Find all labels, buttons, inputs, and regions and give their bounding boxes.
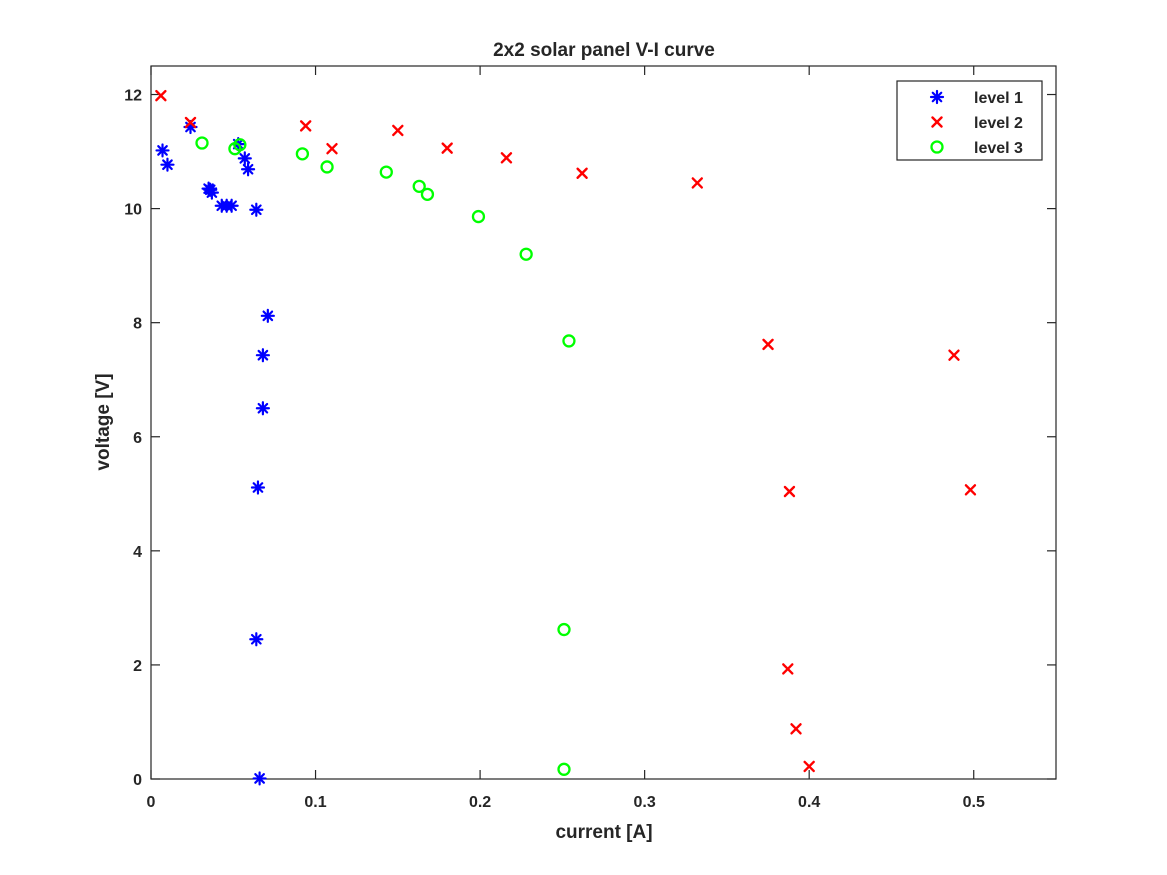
data-point-level-2 [392,124,404,137]
x-tick-label: 0 [147,794,156,811]
data-point-level-3 [557,762,571,776]
data-point-level-1 [160,157,175,172]
x-tick-label: 0.3 [634,794,656,811]
y-axis-label: voltage [V] [93,373,114,470]
data-point-level-2 [299,120,312,132]
data-point-level-3 [562,334,576,348]
data-point-level-1 [252,771,267,786]
data-point-level-2 [576,167,588,179]
axis-ticks: 0 0.1 0.2 0.3 0.4 0.5 0 2 4 6 8 10 12 [124,66,1056,811]
x-tick-label: 0.2 [469,794,491,811]
data-point-level-2 [803,760,815,773]
data-point-level-2 [762,338,774,351]
y-tick-label: 10 [124,202,142,219]
data-point-level-2 [691,177,703,189]
data-point-level-3 [195,136,209,150]
data-point-level-2 [790,723,802,735]
data-point-level-1 [255,401,270,416]
data-point-level-1 [250,480,266,495]
x-tick-label: 0.5 [963,794,985,811]
legend-marker-level-3 [930,140,944,154]
data-point-level-1 [224,198,239,213]
data-point-level-3 [320,160,334,174]
data-point-level-2 [782,663,794,675]
y-tick-label: 12 [124,88,142,105]
data-point-level-2 [948,349,960,361]
x-tick-label: 0.4 [798,794,820,811]
chart-title: 2x2 solar panel V-I curve [493,40,715,61]
plot-frame [150,65,1057,780]
legend-marker-level-1 [929,89,945,105]
data-point-level-2 [184,116,197,129]
data-point-level-2 [441,142,453,154]
data-point-level-1 [249,202,264,217]
plot-area: 0 0.1 0.2 0.3 0.4 0.5 0 2 4 6 8 10 12 [124,65,1057,811]
data-point-level-1 [249,632,264,647]
legend-label-level-1: level 1 [974,90,1023,107]
legend: level 1 level 2 level 3 [896,80,1043,161]
data-point-level-2 [500,152,513,164]
data-point-level-1 [255,348,270,363]
data-point-level-3 [233,138,247,152]
data-point-level-2 [964,484,977,496]
data-point-level-1 [240,162,256,177]
data-point-level-3 [379,165,393,179]
data-point-level-3 [295,147,310,161]
data-point-level-2 [155,89,167,102]
data-points [155,89,977,786]
data-point-level-3 [412,179,426,194]
y-tick-label: 2 [133,658,142,675]
legend-box [896,80,1043,161]
x-axis-label: current [A] [555,822,652,843]
data-point-level-1 [260,308,275,323]
data-point-level-2 [326,143,338,155]
legend-label-level-2: level 2 [974,115,1023,132]
data-point-level-1 [155,143,170,158]
data-point-level-3 [471,209,486,224]
data-point-level-3 [519,247,533,261]
y-tick-label: 0 [133,772,142,789]
x-tick-label: 0.1 [304,794,326,811]
y-tick-label: 6 [133,430,142,447]
legend-entries: level 1 level 2 level 3 [929,89,1023,157]
data-point-level-2 [783,485,796,498]
data-point-level-3 [420,187,435,201]
y-tick-label: 8 [133,316,142,333]
legend-label-level-3: level 3 [974,140,1023,157]
legend-marker-level-2 [931,116,943,128]
data-point-level-3 [557,622,571,637]
data-point-level-1 [204,185,219,200]
y-tick-label: 4 [133,544,142,561]
data-point-level-1 [237,151,252,166]
